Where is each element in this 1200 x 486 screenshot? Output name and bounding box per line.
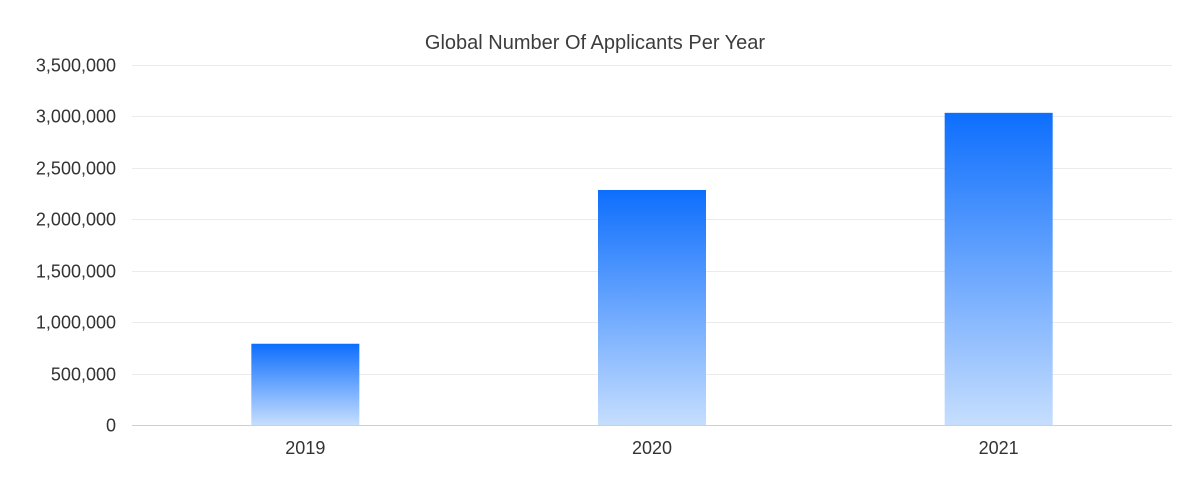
- y-tick-label: 2,000,000: [36, 210, 116, 230]
- x-tick-label: 2019: [285, 438, 325, 458]
- y-axis-ticks: 0 500,000 1,000,000 1,500,000 2,000,000 2,500…: [36, 56, 116, 436]
- y-tick-label: 1,500,000: [36, 262, 116, 282]
- x-tick-label: 2020: [632, 438, 672, 458]
- y-tick-label: 2,500,000: [36, 159, 116, 179]
- y-tick-label: 3,500,000: [36, 56, 116, 76]
- bars: [251, 112, 1053, 425]
- y-tick-label: 0: [106, 416, 116, 436]
- chart-title: Global Number Of Applicants Per Year: [425, 32, 766, 54]
- x-tick-label: 2021: [979, 438, 1019, 458]
- y-tick-label: 3,000,000: [36, 107, 116, 127]
- bar-2020: [598, 189, 706, 425]
- bar-2021: [944, 112, 1053, 425]
- y-tick-label: 500,000: [51, 365, 116, 385]
- y-tick-label: 1,000,000: [36, 313, 116, 333]
- bar-2019: [251, 343, 360, 425]
- x-axis-ticks: 2019 2020 2021: [285, 438, 1018, 458]
